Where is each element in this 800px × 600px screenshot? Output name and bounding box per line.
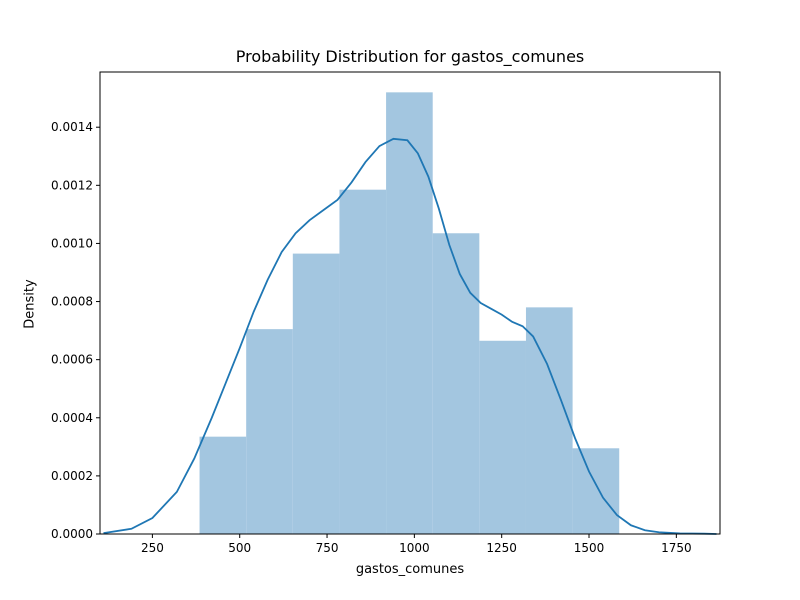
- histogram-bar: [479, 340, 526, 534]
- histogram-bar: [525, 307, 573, 534]
- x-tick-label: 500: [228, 541, 251, 555]
- kde-curve: [103, 137, 717, 535]
- x-axis-label: gastos_comunes: [355, 562, 465, 577]
- y-tick-label: 0.0012: [51, 178, 93, 192]
- histogram-bar: [246, 329, 293, 534]
- x-tick-label: 750: [316, 541, 339, 555]
- histogram-bars: [199, 92, 620, 535]
- y-tick-label: 0.0008: [51, 295, 93, 309]
- x-tick-label: 1750: [661, 541, 692, 555]
- x-tick-label: 1500: [574, 541, 605, 555]
- x-tick-label: 1250: [486, 541, 517, 555]
- y-tick-label: 0.0014: [51, 120, 93, 134]
- x-tick-label: 250: [141, 541, 164, 555]
- histogram-bar: [386, 92, 433, 534]
- x-tick-label: 1000: [399, 541, 430, 555]
- histogram-bar: [572, 448, 620, 534]
- y-tick-label: 0.0004: [51, 411, 93, 425]
- y-tick-label: 0.0000: [51, 527, 93, 541]
- histogram-bar: [292, 253, 340, 535]
- y-axis-ticks: 0.0000 0.0002 0.0004 0.0006 0.0008 0.0010 0.00…: [51, 120, 100, 541]
- y-tick-label: 0.0006: [51, 353, 93, 367]
- histogram-bar: [339, 189, 387, 534]
- axes-frame: [99, 71, 721, 535]
- histogram-bar: [432, 233, 480, 534]
- y-tick-label: 0.0002: [51, 469, 93, 483]
- histogram-bar: [199, 436, 247, 534]
- chart-title: Probability Distribution for gastos_comu…: [235, 47, 585, 66]
- x-axis-ticks: 250 500 750 1000 1250 1500 1750: [141, 534, 692, 555]
- y-axis-label: Density: [22, 279, 38, 329]
- y-tick-label: 0.0010: [51, 236, 93, 250]
